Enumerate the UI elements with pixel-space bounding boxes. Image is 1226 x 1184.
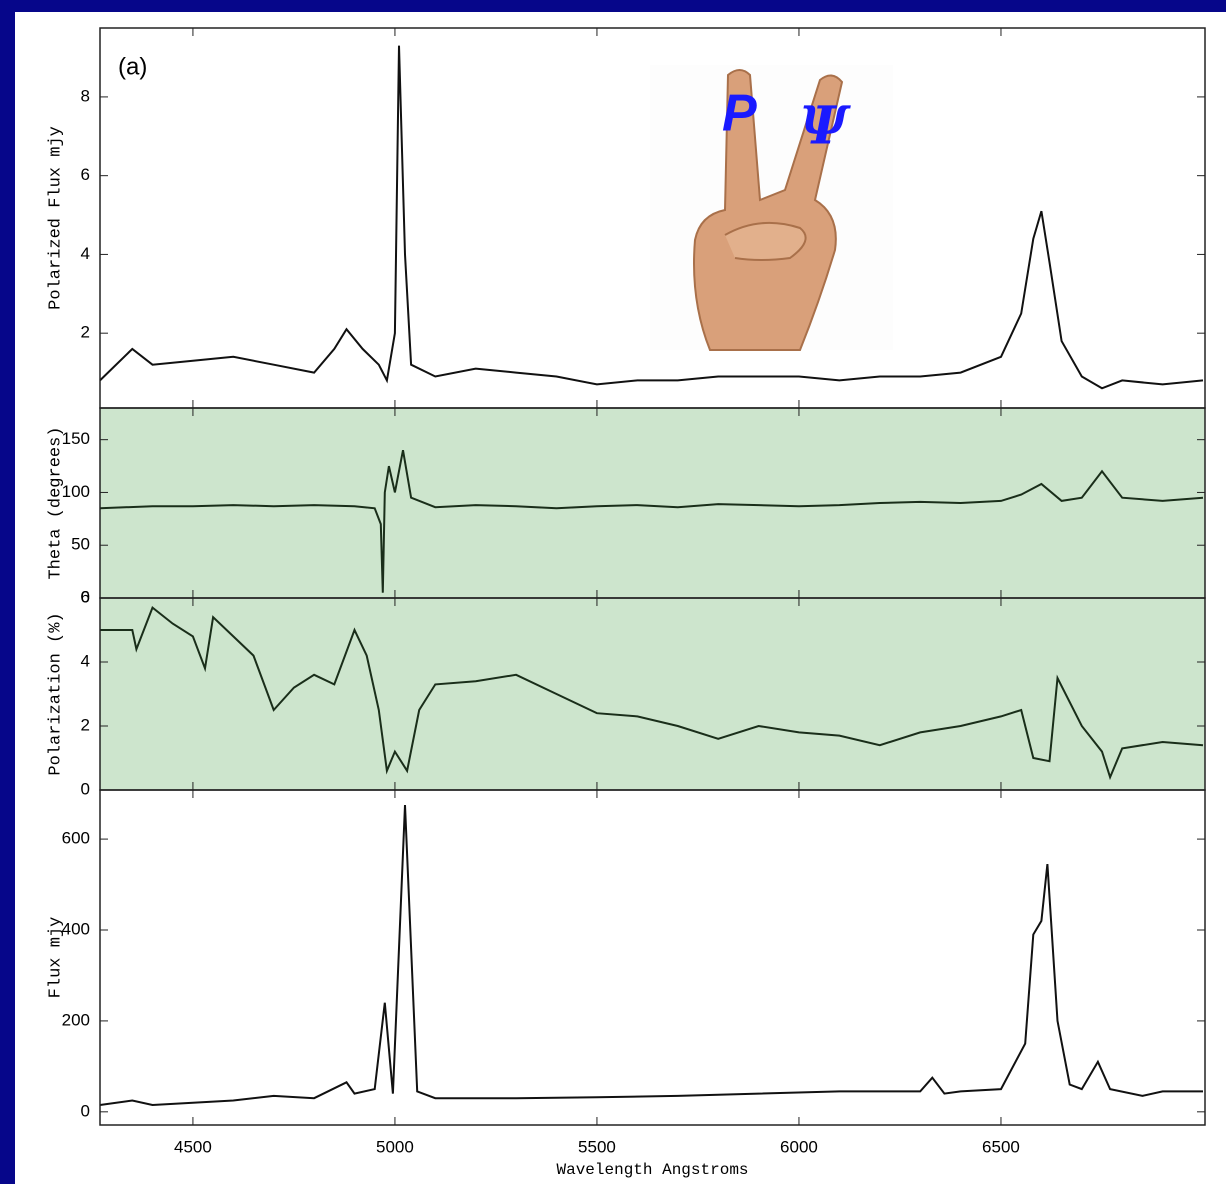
y-tick-label: 100 — [62, 482, 90, 501]
y-tick-label: 4 — [81, 244, 90, 263]
y-tick-label: 0 — [81, 1101, 90, 1120]
y-axis-label: Theta (degrees) — [46, 426, 65, 579]
annotation: Ψ — [800, 96, 851, 157]
spectrum-line — [99, 45, 1204, 390]
plot-background — [100, 408, 1205, 598]
y-tick-label: 50 — [71, 535, 90, 554]
y-tick-label: 150 — [62, 429, 90, 448]
x-axis-label: Wavelength Angstroms — [556, 1161, 748, 1179]
annotation: P — [722, 85, 757, 143]
y-tick-label: 2 — [81, 715, 90, 734]
y-axis-label: Polarization (%) — [46, 612, 65, 775]
y-tick-label: 0 — [81, 587, 90, 606]
y-tick-label: 600 — [62, 829, 90, 848]
y-axis-label: Flux mjy — [46, 917, 65, 999]
y-tick-label: 8 — [81, 86, 90, 105]
annotation: (a) — [118, 53, 147, 80]
x-tick-label: 4500 — [174, 1137, 212, 1156]
y-tick-label: 0 — [81, 779, 90, 798]
plot-background — [100, 598, 1205, 790]
y-tick-label: 6 — [81, 165, 90, 184]
hand — [693, 69, 844, 351]
y-tick-label: 2 — [81, 323, 90, 342]
y-axis-label: Polarized Flux mjy — [46, 126, 65, 310]
spectrum-line — [99, 450, 1204, 593]
x-tick-label: 6000 — [780, 1137, 818, 1156]
hand-photo — [650, 65, 893, 351]
plot-frame — [99, 789, 1206, 1126]
spectrum-line — [99, 804, 1203, 1107]
x-tick-label: 6500 — [982, 1137, 1020, 1156]
y-tick-label: 400 — [62, 919, 90, 938]
x-tick-label: 5000 — [376, 1137, 414, 1156]
spectrum-line — [100, 605, 1204, 781]
x-tick-label: 5500 — [578, 1137, 616, 1156]
y-tick-label: 200 — [62, 1010, 90, 1029]
y-tick-label: 4 — [81, 651, 90, 670]
thumb — [724, 221, 807, 261]
y-tick-label: 6 — [81, 587, 90, 606]
